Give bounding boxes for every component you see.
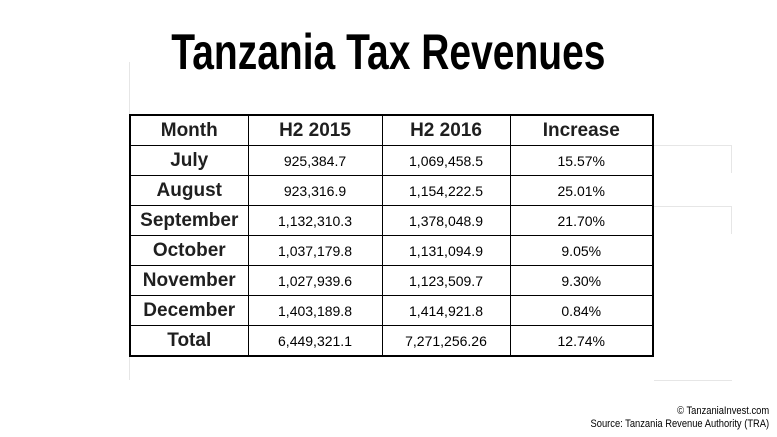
credits: © TanzaniaInvest.com Source: Tanzania Re…	[590, 405, 769, 431]
table-row: July 925,384.7 1,069,458.5 15.57%	[129, 145, 654, 176]
h2-2016-cell: 1,154,222.5	[381, 175, 511, 206]
h2-2015-cell: 1,403,189.8	[247, 295, 383, 326]
h2-2015-cell: 925,384.7	[247, 145, 383, 176]
column-header-h2-2015: H2 2015	[247, 114, 383, 146]
h2-2016-cell: 1,069,458.5	[381, 145, 511, 176]
source-text: Source: Tanzania Revenue Authority (TRA)	[590, 418, 769, 430]
month-cell: September	[129, 205, 249, 236]
month-cell: July	[129, 145, 249, 176]
h2-2016-cell: 1,414,921.8	[381, 295, 511, 326]
month-cell: Total	[129, 325, 249, 357]
h2-2015-cell: 923,316.9	[247, 175, 383, 206]
copyright-text: © TanzaniaInvest.com	[677, 405, 769, 417]
increase-cell: 0.84%	[509, 295, 654, 326]
increase-cell: 9.05%	[509, 235, 654, 266]
month-cell: August	[129, 175, 249, 206]
revenue-table: Month H2 2015 H2 2016 Increase July 925,…	[129, 114, 654, 357]
h2-2015-cell: 1,027,939.6	[247, 265, 383, 296]
background-panel-edge	[654, 145, 732, 146]
h2-2015-cell: 1,037,179.8	[247, 235, 383, 266]
increase-cell: 15.57%	[509, 145, 654, 176]
background-panel-edge	[731, 206, 732, 234]
h2-2016-cell: 1,378,048.9	[381, 205, 511, 236]
column-header-increase: Increase	[509, 114, 654, 146]
month-cell: December	[129, 295, 249, 326]
h2-2015-cell: 1,132,310.3	[247, 205, 383, 236]
h2-2016-cell: 1,123,509.7	[381, 265, 511, 296]
h2-2015-cell: 6,449,321.1	[247, 325, 383, 357]
page-title: Tanzania Tax Revenues	[171, 24, 606, 80]
background-panel-edge	[654, 380, 732, 381]
h2-2016-cell: 7,271,256.26	[381, 325, 511, 357]
month-cell: November	[129, 265, 249, 296]
background-panel-edge	[654, 206, 732, 207]
table-row: October 1,037,179.8 1,131,094.9 9.05%	[129, 235, 654, 266]
table-row-total: Total 6,449,321.1 7,271,256.26 12.74%	[129, 325, 654, 357]
increase-cell: 25.01%	[509, 175, 654, 206]
table-row: August 923,316.9 1,154,222.5 25.01%	[129, 175, 654, 206]
column-header-month: Month	[129, 114, 249, 146]
increase-cell: 12.74%	[509, 325, 654, 357]
month-cell: October	[129, 235, 249, 266]
table-row: November 1,027,939.6 1,123,509.7 9.30%	[129, 265, 654, 296]
table-row: September 1,132,310.3 1,378,048.9 21.70%	[129, 205, 654, 236]
table-row: December 1,403,189.8 1,414,921.8 0.84%	[129, 295, 654, 326]
increase-cell: 21.70%	[509, 205, 654, 236]
background-panel-edge	[731, 145, 732, 173]
increase-cell: 9.30%	[509, 265, 654, 296]
h2-2016-cell: 1,131,094.9	[381, 235, 511, 266]
column-header-h2-2016: H2 2016	[381, 114, 511, 146]
table-header-row: Month H2 2015 H2 2016 Increase	[129, 114, 654, 146]
